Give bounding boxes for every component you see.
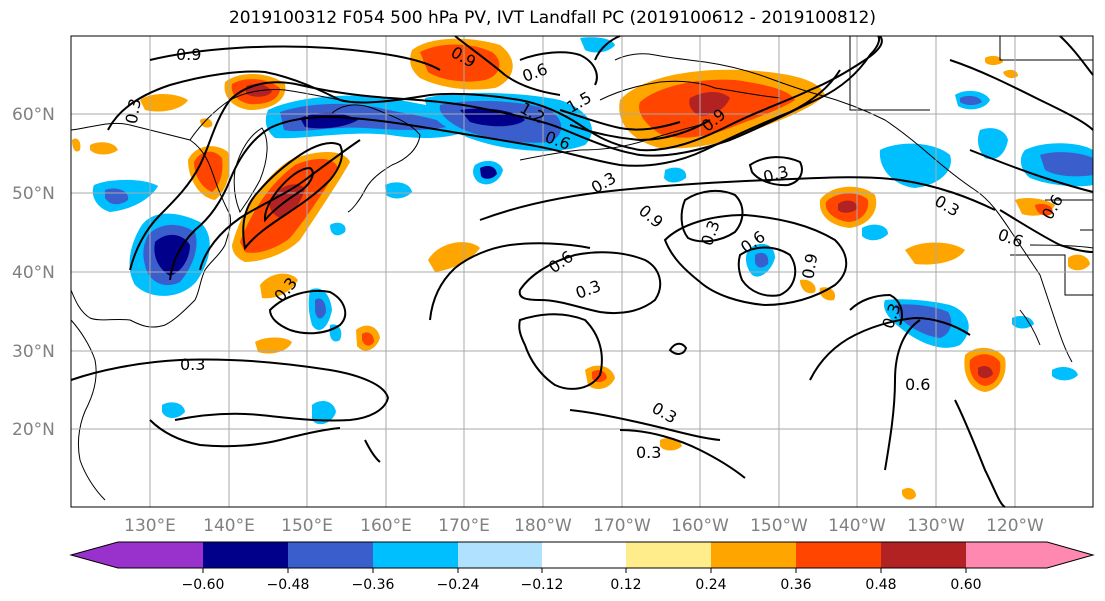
lon-label-170e: 170°E (438, 516, 490, 536)
lon-label-150e: 150°E (281, 516, 333, 536)
lon-label-130w: 130°W (907, 516, 965, 536)
latitude-labels: 60°N 50°N 40°N 30°N 20°N (12, 105, 55, 440)
lon-label-160w: 160°W (671, 516, 729, 536)
graticule (71, 36, 1093, 507)
colorbar-tick-label: 0.60 (950, 577, 981, 593)
colorbar-tick-label: 0.36 (780, 577, 811, 593)
lon-label-140e: 140°E (203, 516, 255, 536)
lat-label-30n: 30°N (12, 342, 55, 362)
coastlines (70, 36, 1094, 501)
colorbar-min-extend (71, 542, 118, 568)
colorbar-tick-label: −0.36 (352, 577, 395, 593)
lon-label-160e: 160°E (360, 516, 412, 536)
colorbar-segment (288, 542, 373, 568)
colorbar-tick-label: −0.60 (182, 577, 225, 593)
contour-label: 0.3 (636, 443, 661, 462)
colorbar-tick-label: −0.24 (437, 577, 480, 593)
colorbar-segment (542, 542, 626, 568)
contour-label: 0.6 (905, 375, 930, 394)
colorbar-segment (458, 542, 542, 568)
lon-label-120w: 120°W (986, 516, 1044, 536)
longitude-labels: 130°E 140°E 150°E 160°E 170°E 180°W 170°… (124, 516, 1044, 536)
lon-label-150w: 150°W (750, 516, 808, 536)
contour-label: 0.3 (180, 355, 205, 374)
lat-label-20n: 20°N (12, 420, 55, 440)
colorbar-tick-label: −0.12 (521, 577, 564, 593)
lon-label-130e: 130°E (124, 516, 176, 536)
colorbar-segment (796, 542, 881, 568)
colorbar-segment (881, 542, 966, 568)
lon-label-140w: 140°W (828, 516, 886, 536)
colorbar-segment (966, 542, 1047, 568)
lon-label-180w: 180°W (514, 516, 572, 536)
contour-label: 0.9 (176, 45, 201, 64)
colorbar-ticks (202, 568, 967, 573)
lat-label-50n: 50°N (12, 184, 55, 204)
colorbar-tick-label: −0.48 (267, 577, 310, 593)
colorbar-segment (203, 542, 288, 568)
map-title: 2019100312 F054 500 hPa PV, IVT Landfall… (228, 8, 876, 28)
lat-label-60n: 60°N (12, 105, 55, 125)
colorbar-segment (373, 542, 458, 568)
colorbar-tick-label: 0.48 (865, 577, 896, 593)
ivt-contours (70, 35, 1094, 508)
contour-label: 0.9 (798, 252, 821, 280)
colorbar-outline (69, 541, 1095, 569)
lon-label-170w: 170°W (593, 516, 651, 536)
colorbar-segment (626, 542, 711, 568)
colorbar-segment (118, 542, 203, 568)
contour-label: 0.3 (122, 97, 145, 125)
colorbar: −0.60 −0.48 −0.36 −0.24 −0.12 0.12 0.24 … (69, 541, 1095, 593)
map-border (70, 35, 1094, 508)
colorbar-max-extend (1047, 542, 1093, 568)
colorbar-tick-label: 0.24 (695, 577, 726, 593)
colorbar-tick-label: 0.12 (610, 577, 641, 593)
colorbar-segment (711, 542, 796, 568)
lat-label-40n: 40°N (12, 263, 55, 283)
